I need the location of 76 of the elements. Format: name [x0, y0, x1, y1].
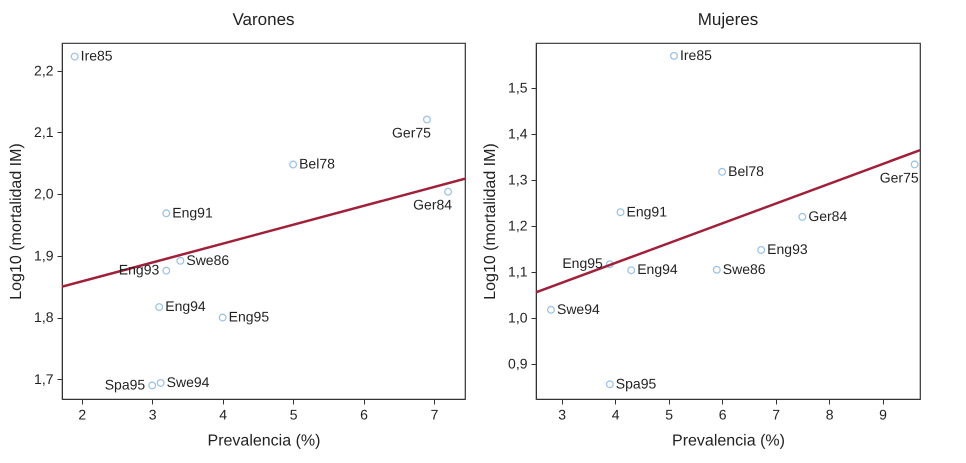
annotation: Bel78: [299, 156, 336, 172]
point: [155, 303, 164, 312]
x-tick-label: 4: [612, 406, 620, 422]
annotation: Eng95: [228, 308, 270, 325]
y-tick-label: 1,8: [34, 309, 54, 326]
point: [444, 188, 452, 196]
annotation: Eng95: [562, 255, 604, 272]
point: [162, 209, 170, 218]
annotation: Eng93: [118, 262, 160, 278]
annotation: Ire85: [680, 46, 712, 63]
y-tick-label: 2,1: [34, 124, 54, 140]
x-tick-label: 9: [879, 406, 888, 422]
point: [718, 168, 726, 176]
y-tick-label: 0,9: [508, 356, 528, 372]
annotation: Spa95: [104, 376, 146, 392]
x-tick-label: 2: [78, 406, 86, 422]
y-tick-label: 2,0: [34, 186, 54, 202]
x-tick-label: 3: [148, 406, 157, 422]
x-tick-label: 8: [826, 406, 834, 422]
y-tick-label: 1,3: [508, 172, 528, 188]
x-tick-label: 6: [360, 406, 368, 422]
y-tick-label: 1,9: [34, 247, 54, 264]
chart-title: Varones: [232, 10, 295, 29]
point: [606, 380, 614, 388]
annotation: Swe86: [186, 252, 230, 268]
annotation: Ger84: [808, 208, 848, 224]
point: [606, 260, 614, 268]
x-tick-label: 5: [665, 406, 674, 422]
x-axis-title: Prevalencia (%): [208, 432, 320, 450]
point: [156, 378, 165, 387]
x-tick-label: 7: [430, 406, 439, 422]
point: [289, 160, 298, 169]
x-tick-label: 4: [219, 406, 228, 422]
y-tick-label: 1,2: [508, 218, 528, 234]
chart-title: Mujeres: [698, 10, 758, 29]
x-tick-label: 7: [772, 406, 780, 422]
annotation: Ger75: [392, 124, 432, 141]
annotation: Swe86: [722, 260, 766, 277]
point: [670, 52, 678, 60]
annotation: Swe94: [166, 374, 210, 390]
point: [162, 266, 170, 275]
x-axis-title: Prevalencia (%): [672, 432, 785, 450]
y-tick-label: 1,4: [508, 126, 528, 142]
y-tick-label: 1,0: [508, 310, 528, 326]
point: [546, 306, 555, 314]
annotation: Eng94: [637, 261, 678, 278]
annotation: Ire85: [80, 48, 113, 64]
y-tick-label: 1,5: [508, 80, 528, 96]
y-tick-label: 1,1: [508, 264, 528, 280]
annotation: Spa95: [616, 375, 656, 392]
annotation: Eng94: [165, 298, 206, 314]
annotation: Swe94: [556, 300, 600, 317]
annotation: Ger75: [880, 169, 919, 186]
point: [757, 246, 766, 254]
point: [616, 208, 625, 216]
y-axis-title: Log10 (mortalidad IM): [8, 143, 26, 300]
y-tick-label: 2,2: [34, 62, 54, 78]
x-tick-label: 5: [290, 406, 298, 422]
annotation: Eng91: [626, 203, 668, 220]
annotation: Eng91: [172, 204, 213, 220]
annotation: Eng93: [767, 240, 808, 257]
annotation: Bel78: [728, 162, 764, 179]
point: [176, 256, 184, 265]
point: [218, 314, 227, 322]
point: [148, 381, 156, 390]
x-tick-label: 3: [558, 406, 566, 422]
point: [798, 212, 806, 221]
point: [70, 52, 79, 61]
y-tick-label: 1,7: [34, 370, 54, 387]
x-tick-label: 6: [718, 406, 727, 422]
y-axis-title: Log10 (mortalidad IM): [482, 143, 500, 300]
annotation: Ger84: [413, 196, 452, 213]
point: [712, 266, 721, 274]
point: [910, 160, 919, 168]
point: [627, 266, 636, 274]
point: [422, 116, 431, 124]
